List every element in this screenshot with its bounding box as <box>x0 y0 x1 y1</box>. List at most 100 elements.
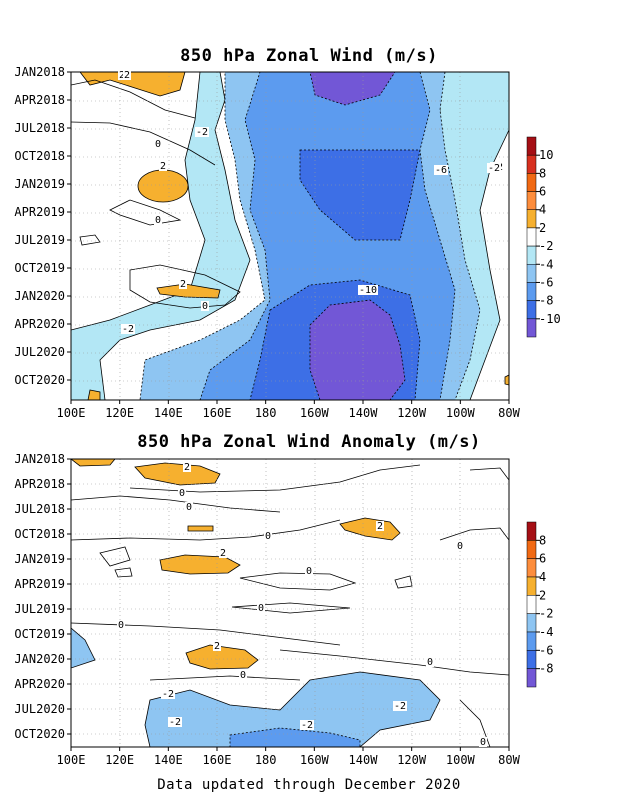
bot-contour-label: 2 <box>377 521 383 532</box>
bot-contour-label-bg <box>178 488 186 498</box>
top-contour-label-bg <box>358 285 378 295</box>
bot-contour-label-bg <box>185 502 193 512</box>
top-y-tick-label: APR2019 <box>14 205 65 219</box>
bot-y-tick-label: OCT2018 <box>14 527 65 541</box>
bot-contour-label: 0 <box>186 502 192 513</box>
bot-y-tick-label: OCT2019 <box>14 627 65 641</box>
top-colorbar-label: 6 <box>539 185 546 199</box>
bot-colorbar-swatch <box>526 540 537 559</box>
bot-x-tick-label: 80W <box>498 753 520 767</box>
bot-contour-label-bg <box>426 657 434 667</box>
top-contour-label-bg <box>159 161 167 171</box>
bot-contour-label-bg <box>393 701 407 711</box>
bot-contour-label-bg <box>305 566 313 576</box>
bot-colorbar-label: 6 <box>539 552 546 566</box>
top-x-tick-label: 180 <box>255 406 277 420</box>
bot-colorbar-label: -6 <box>539 643 553 657</box>
top-contour-label: 2 <box>119 70 125 81</box>
top-contour-label: 2 <box>180 279 186 290</box>
top-x-tick-label: 100W <box>446 406 476 420</box>
bot-y-tick-label: JAN2020 <box>14 652 65 666</box>
top-colorbar-label: 4 <box>539 203 546 217</box>
bot-contour-label: -2 <box>394 701 406 712</box>
bot-contour-label: 0 <box>427 657 433 668</box>
bot-x-tick-label: 140W <box>349 753 379 767</box>
bot-contour-label: 0 <box>258 603 264 614</box>
top-colorbar-label: 2 <box>539 221 546 235</box>
top-contour-label: -2 <box>196 127 208 138</box>
top-contour-label-bg <box>201 301 209 311</box>
top-contour-label-bg <box>179 279 187 289</box>
bot-contour-label-bg <box>257 603 265 613</box>
top-colorbar-swatch <box>526 173 537 192</box>
top-colorbar-label: -10 <box>539 312 561 326</box>
top-x-tick-label: 160W <box>300 406 330 420</box>
bot-contour-label-bg <box>168 717 182 727</box>
bot-colorbar-swatch <box>526 613 537 633</box>
bot-colorbar-label: -8 <box>539 662 553 676</box>
bot-colorbar-label: 8 <box>539 533 546 547</box>
top-y-tick-label: OCT2019 <box>14 261 65 275</box>
bot-y-tick-label: APR2018 <box>14 477 65 491</box>
top-colorbar-label: -8 <box>539 294 553 308</box>
bot-contour-label: 2 <box>214 641 220 652</box>
bot-contour-label: 2 <box>220 548 226 559</box>
bot-colorbar-label: -4 <box>539 625 553 639</box>
top-x-tick-label: 100E <box>57 406 86 420</box>
top-x-tick-label: 120W <box>397 406 427 420</box>
top-plot-area <box>71 72 509 400</box>
bot-colorbar-swatch <box>526 521 537 541</box>
bot-contour-label-bg <box>300 720 314 730</box>
bot-contour-label: 0 <box>118 620 124 631</box>
bot-contour-label: -2 <box>169 717 181 728</box>
top-contour-label: 0 <box>202 301 208 312</box>
bot-x-tick-label: 100W <box>446 753 476 767</box>
top-contour-label: -6 <box>435 165 447 176</box>
top-contour-label: 2 <box>160 161 166 172</box>
bot-colorbar-swatch <box>526 631 537 651</box>
bot-contour-label: 0 <box>480 737 486 748</box>
top-x-tick-label: 140E <box>154 406 183 420</box>
top-colorbar-swatch <box>526 264 537 283</box>
bot-contour-label: -2 <box>162 689 174 700</box>
top-contour-label: -2 <box>122 324 134 335</box>
bot-contour-label: 2 <box>184 462 190 473</box>
top-contour-label: -2 <box>488 163 500 174</box>
bot-contour-label: 0 <box>306 566 312 577</box>
bot-contour-label-bg <box>219 548 227 558</box>
bot-y-tick-label: JUL2018 <box>14 502 65 516</box>
bot-x-tick-label: 160W <box>300 753 330 767</box>
bot-colorbar-swatch <box>526 558 537 578</box>
bot-contour-label: 0 <box>457 541 463 552</box>
top-colorbar-label: -4 <box>539 257 553 271</box>
top-y-tick-label: JUL2019 <box>14 233 65 247</box>
top-colorbar-label: 10 <box>539 148 553 162</box>
bot-x-tick-label: 100E <box>57 753 86 767</box>
top-plot-frame <box>70 71 510 401</box>
top-colorbar-swatch <box>526 300 537 320</box>
bot-colorbar-label: 4 <box>539 570 546 584</box>
bot-y-tick-label: APR2020 <box>14 677 65 691</box>
bot-colorbar-swatch <box>526 650 537 669</box>
bot-contour-label-bg <box>161 689 175 699</box>
bot-y-tick-label: JAN2018 <box>14 452 65 466</box>
top-x-tick-label: 80W <box>498 406 520 420</box>
top-contour-label-bg <box>154 215 162 225</box>
top-y-tick-label: JAN2020 <box>14 289 65 303</box>
top-chart-title: 850 hPa Zonal Wind (m/s) <box>180 46 438 66</box>
bot-contour-label-bg <box>456 541 464 551</box>
bot-y-tick-label: JUL2019 <box>14 602 65 616</box>
top-colorbar-swatch <box>526 318 537 338</box>
top-colorbar-swatch <box>526 209 537 229</box>
top-y-tick-label: APR2020 <box>14 317 65 331</box>
bot-colorbar-swatch <box>526 668 537 688</box>
top-colorbar-label: 8 <box>539 166 546 180</box>
bot-colorbar-label: -2 <box>539 607 553 621</box>
top-x-tick-label: 120E <box>105 406 134 420</box>
top-contour-label-bg <box>118 70 126 80</box>
top-x-tick-label: 140W <box>349 406 379 420</box>
bot-x-tick-label: 180 <box>255 753 277 767</box>
top-colorbar-swatch <box>526 227 537 247</box>
top-contour-label: 0 <box>155 215 161 226</box>
bot-contour-label: 0 <box>265 531 271 542</box>
